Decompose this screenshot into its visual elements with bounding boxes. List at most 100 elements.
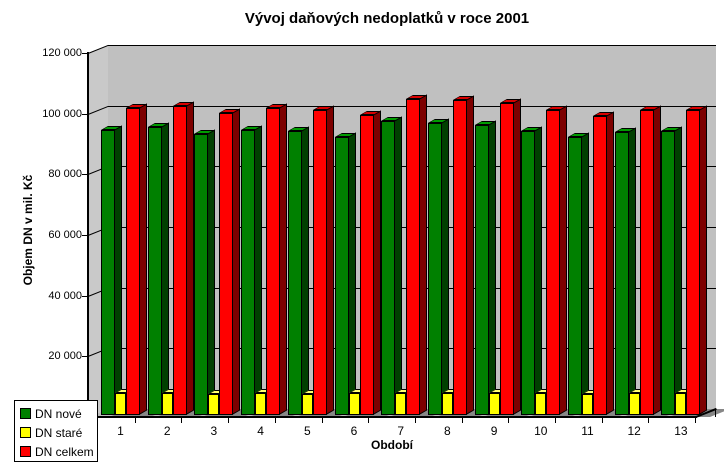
x-category-label-2: 2	[163, 424, 171, 438]
bar-dn-celkem-8-side	[465, 95, 474, 415]
x-category-label-3: 3	[210, 424, 218, 438]
legend-swatch-icon	[20, 446, 31, 457]
bar-dn-celkem-11-side	[606, 111, 614, 415]
y-tick-20000	[82, 356, 88, 358]
x-tick-4	[274, 417, 276, 423]
legend-swatch-icon	[20, 427, 31, 438]
bar-dn-celkem-2-side	[185, 101, 194, 415]
legend-label: DN celkem	[35, 444, 94, 459]
x-category-label-12: 12	[627, 424, 641, 438]
y-tick-100000	[82, 113, 88, 115]
y-tick-60000	[82, 235, 88, 236]
x-tick-10	[555, 417, 556, 423]
bar-dn-celkem-1	[126, 108, 140, 415]
bar-dn-nov--2-side	[160, 122, 169, 415]
x-tick-1	[134, 417, 136, 423]
x-category-label-1: 1	[117, 424, 124, 438]
bar-dn-celkem-6-side	[372, 110, 381, 415]
bar-dn-star--7	[395, 392, 407, 415]
y-tick-label: 120 000	[42, 47, 82, 59]
bar-dn-celkem-5	[312, 110, 327, 415]
gridline-120000	[108, 45, 716, 46]
bar-dn-celkem-10	[546, 109, 561, 415]
bar-dn-nov--12	[614, 131, 629, 415]
bar-dn-celkem-13-side	[699, 104, 708, 415]
x-category-label-10: 10	[534, 424, 548, 438]
bar-dn-celkem-7-side	[419, 94, 428, 415]
bar-dn-celkem-3	[219, 112, 234, 415]
bar-dn-celkem-3-side	[232, 107, 241, 415]
bar-dn-celkem-4	[266, 108, 281, 415]
chart-title: Vývoj daňových nedoplatků v roce 2001	[244, 10, 530, 27]
x-tick-3	[228, 417, 230, 423]
bar-dn-star--11	[582, 394, 593, 415]
y-tick-120000	[82, 53, 88, 54]
legend-item-dn-celkem: DN celkem	[20, 442, 97, 461]
bar-dn-nov--6	[334, 137, 349, 415]
bar-dn-star--4	[255, 393, 267, 415]
y-tick-label: 40 000	[48, 289, 82, 302]
x-tick-9	[508, 417, 510, 423]
bar-dn-nov--5-side	[300, 126, 309, 415]
bar-dn-star--3	[208, 393, 220, 415]
legend-label: DN staré	[35, 425, 83, 440]
y-tick-label: 20 000	[48, 350, 82, 363]
legend-item-dn-nov-: DN nové	[20, 404, 97, 423]
bar-dn-celkem-10-side	[559, 105, 568, 415]
bar-dn-star--5	[301, 394, 313, 415]
bar-dn-celkem-12	[639, 110, 654, 415]
x-tick-2	[181, 417, 183, 423]
bar-dn-nov--13	[661, 131, 676, 415]
x-category-label-11: 11	[581, 424, 594, 438]
bar-dn-nov--4-side	[254, 125, 263, 415]
bar-dn-star--2	[161, 393, 173, 415]
bar-dn-nov--9-side	[487, 120, 496, 415]
x-tick-12	[648, 417, 650, 423]
bar-dn-celkem-9-side	[512, 98, 521, 415]
bar-dn-nov--1	[101, 130, 115, 415]
x-axis-line	[87, 416, 697, 418]
bar-dn-star--10	[535, 393, 547, 415]
x-axis-title: Období	[371, 438, 413, 452]
y-tick-label: 100 000	[42, 107, 82, 120]
bar-dn-nov--9	[474, 125, 489, 415]
bar-dn-nov--13-side	[674, 126, 683, 415]
bar-dn-star--8	[441, 392, 453, 415]
legend-label: DN nové	[35, 406, 82, 421]
x-category-label-8: 8	[444, 424, 451, 438]
bar-dn-star--13	[675, 393, 687, 415]
bar-dn-nov--7	[381, 121, 396, 415]
x-category-label-5: 5	[303, 424, 311, 438]
bar-dn-star--1	[115, 393, 126, 415]
bar-dn-star--12	[628, 393, 640, 415]
x-category-label-4: 4	[257, 424, 264, 438]
bar-dn-nov--12-side	[627, 127, 636, 415]
bar-dn-celkem-7	[406, 99, 421, 415]
y-axis-line	[87, 52, 89, 418]
bar-dn-nov--11-side	[581, 132, 589, 415]
legend-item-dn-star-: DN staré	[20, 423, 97, 442]
bar-dn-celkem-9	[499, 103, 514, 415]
x-category-label-7: 7	[397, 424, 405, 438]
bar-dn-nov--7-side	[394, 116, 403, 415]
x-tick-13	[695, 417, 697, 423]
bar-dn-celkem-13	[686, 109, 701, 415]
bar-dn-nov--2	[147, 127, 162, 415]
bar-dn-nov--3	[194, 133, 209, 415]
bar-dn-nov--8-side	[440, 118, 449, 415]
y-tick-label: 80 000	[48, 168, 82, 181]
x-tick-11	[601, 417, 603, 423]
bar-dn-nov--3-side	[207, 129, 216, 415]
x-tick-corner	[715, 410, 716, 417]
bar-dn-celkem-1-side	[139, 103, 147, 415]
bar-dn-star--9	[488, 393, 500, 415]
x-category-label-13: 13	[674, 424, 688, 438]
x-category-label-9: 9	[490, 424, 498, 438]
bar-dn-nov--5	[287, 131, 302, 415]
y-tick-label: 60 000	[48, 229, 82, 241]
bar-dn-nov--1-side	[114, 125, 122, 415]
bar-dn-star--6	[348, 393, 360, 415]
bar-dn-nov--10	[521, 131, 536, 415]
y-tick-80000	[82, 174, 88, 176]
